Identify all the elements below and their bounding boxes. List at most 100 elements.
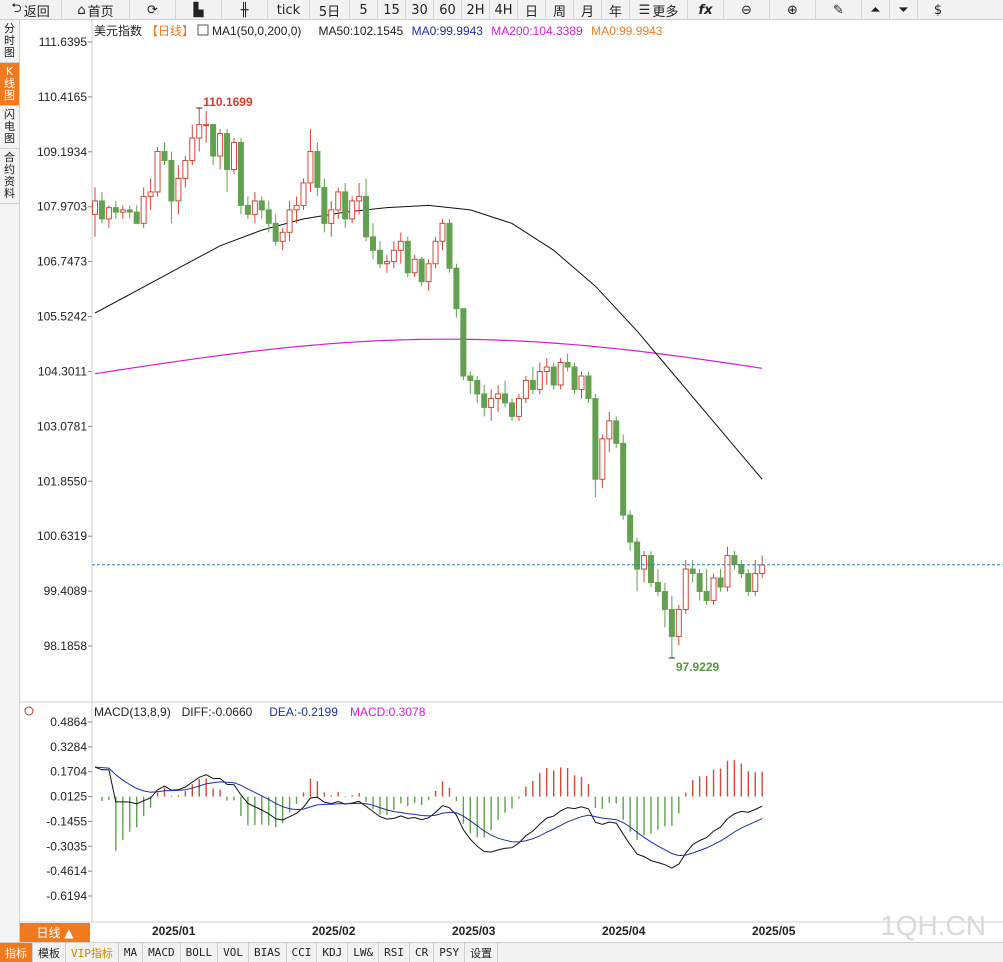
candle-body	[126, 209, 133, 213]
back-button[interactable]: ⮌ 返回	[0, 0, 62, 20]
period-tag: 【日线】	[146, 24, 194, 38]
candle-body	[654, 582, 661, 592]
date-tick-label: 2025/01	[152, 924, 196, 938]
price-tick-label: 106.7473	[37, 255, 87, 269]
refresh-button[interactable]: ⟳	[130, 0, 176, 20]
candle-body	[446, 222, 453, 269]
sidebar-item-2[interactable]: 闪电图	[0, 106, 19, 149]
fx-icon: fx	[698, 2, 713, 18]
period-3[interactable]: 30	[406, 0, 434, 20]
candle-body	[634, 541, 641, 570]
candle-body	[224, 133, 231, 170]
ma-label: MA1(50,0,200,0)	[212, 24, 301, 38]
tick-button[interactable]: tick	[268, 0, 310, 20]
candle-body	[557, 362, 564, 386]
tab-10[interactable]: LW&	[348, 943, 380, 962]
zoom-out-icon: ⊖	[741, 2, 752, 18]
tab-9[interactable]: KDJ	[317, 943, 349, 962]
tab-2[interactable]: VIP指标	[66, 943, 119, 962]
period-8[interactable]: 周	[546, 0, 574, 20]
candlestick-chart[interactable]: 111.6395 110.4165 109.1934 107.9703 106.7473…	[20, 20, 1003, 942]
candle-body	[335, 191, 342, 211]
candle-body	[738, 564, 745, 575]
macd-tick-label: -0.3035	[46, 839, 87, 853]
period-6[interactable]: 4H	[490, 0, 518, 20]
candle-body	[453, 267, 460, 310]
more-button[interactable]: ☰ 更多	[630, 0, 688, 20]
candle-body	[606, 420, 613, 440]
zoom-out-button[interactable]: ⊖	[724, 0, 770, 20]
price-tick-label: 104.3011	[38, 364, 87, 378]
candle-body	[363, 195, 370, 238]
period-selector-button[interactable]: 日线 ▲	[20, 923, 90, 942]
candle-body	[293, 204, 300, 211]
date-tick-label: 2025/04	[602, 924, 646, 938]
period-0[interactable]: 5日	[310, 0, 350, 20]
tab-13[interactable]: PSY	[434, 943, 466, 962]
tab-0[interactable]: 指标	[0, 943, 33, 962]
symbol-label: 美元指数	[94, 23, 142, 38]
candle-body	[467, 375, 474, 381]
candle-body	[168, 159, 175, 202]
candle-body	[578, 375, 585, 390]
home-button[interactable]: ⌂ 首页	[62, 0, 130, 20]
period-9[interactable]: 月	[574, 0, 602, 20]
dollar-button[interactable]: $	[918, 0, 958, 20]
candle-body	[119, 209, 126, 213]
candle-body	[133, 211, 140, 224]
tab-7[interactable]: BIAS	[249, 943, 287, 962]
ma0-value: MA0:99.9943	[412, 24, 484, 38]
candle-body	[98, 200, 105, 220]
bar-chart-button[interactable]: ▙	[176, 0, 222, 20]
tab-11[interactable]: RSI	[379, 943, 410, 962]
tab-12[interactable]: CR	[410, 943, 435, 962]
tab-5[interactable]: BOLL	[181, 943, 219, 962]
candle-body	[592, 397, 599, 480]
candle-body	[439, 222, 446, 242]
period-2[interactable]: 15	[378, 0, 406, 20]
period-5[interactable]: 2H	[462, 0, 490, 20]
tab-3[interactable]: MA	[119, 943, 144, 962]
top-toolbar: ⮌ 返回 ⌂ 首页 ⟳ ▙ ╫ tick 5日 5 15 30 60 2H 4H 日周月年 ☰ 更多…	[0, 0, 1003, 20]
candle-body	[543, 366, 550, 373]
up-triangle-button[interactable]: ⏶	[862, 0, 890, 20]
price-tick-label: 98.1858	[44, 639, 88, 653]
draw-button[interactable]: ✎	[816, 0, 862, 20]
period-1[interactable]: 5	[350, 0, 378, 20]
candle-body	[759, 564, 766, 575]
candle-body	[383, 261, 390, 265]
candle-body	[411, 258, 418, 274]
tab-4[interactable]: MACD	[143, 943, 181, 962]
macd-diff-line	[94, 766, 763, 869]
period-4[interactable]: 60	[434, 0, 462, 20]
candle-body	[481, 393, 488, 408]
price-tick-label: 99.4089	[44, 584, 88, 598]
down-triangle-button[interactable]: ⏷	[890, 0, 918, 20]
formula-button[interactable]: fx	[688, 0, 724, 20]
price-tick-label: 110.4165	[38, 90, 87, 104]
candle-body	[585, 375, 592, 399]
candle-body	[161, 151, 168, 161]
macd-value: MACD:0.3078	[350, 705, 426, 719]
candle-body	[265, 209, 272, 224]
tab-8[interactable]: CCI	[287, 943, 318, 962]
sidebar-item-3[interactable]: 合约资料	[0, 149, 19, 204]
sidebar-item-0[interactable]: 分时图	[0, 20, 19, 63]
candle-body	[203, 124, 210, 127]
zoom-in-button[interactable]: ⊕	[770, 0, 816, 20]
tab-1[interactable]: 模板	[33, 943, 66, 962]
tab-14[interactable]: 设置	[465, 943, 499, 962]
macd-tick-label: -0.6194	[46, 889, 87, 903]
period-7[interactable]: 日	[518, 0, 546, 20]
candlestick-button[interactable]: ╫	[222, 0, 268, 20]
macd-diff: DIFF:-0.0660	[182, 705, 253, 719]
period-10[interactable]: 年	[602, 0, 630, 20]
home-icon: ⌂	[77, 2, 86, 18]
macd-tick-label: 0.3284	[50, 740, 87, 754]
candle-body	[182, 159, 189, 179]
candlestick-icon: ╫	[240, 2, 249, 18]
tab-6[interactable]: VOL	[218, 943, 249, 962]
candle-body	[661, 590, 668, 610]
indicator-tab-bar: 指标 模板 VIP指标 MA MACD BOLL VOL BIAS CCI KDJ LW& RSI CR…	[0, 942, 1003, 962]
